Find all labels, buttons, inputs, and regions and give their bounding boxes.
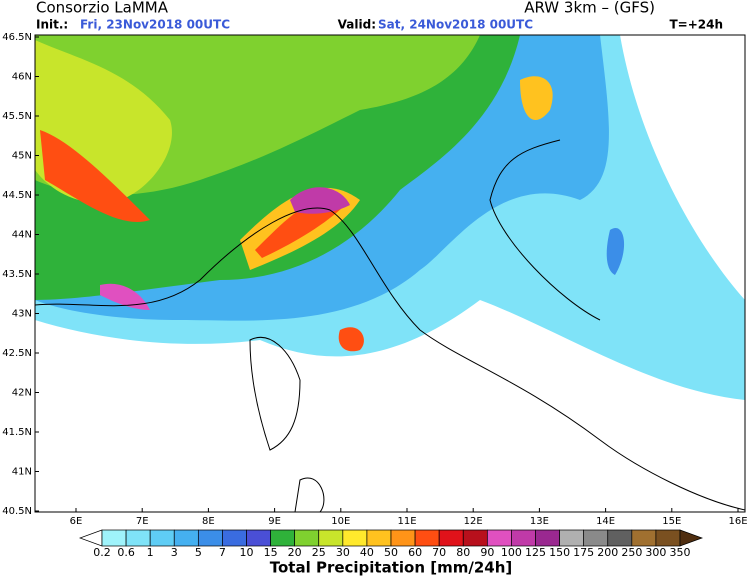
lat-label: 46N — [12, 72, 32, 83]
colorbar-label: 7 — [219, 546, 226, 559]
colorbar-label: 250 — [621, 546, 642, 559]
colorbar-label: 40 — [360, 546, 374, 559]
colorbar-label: 25 — [312, 546, 326, 559]
colorbar-box — [270, 529, 296, 547]
lat-label: 44N — [12, 230, 32, 241]
colorbar-label: 125 — [525, 546, 546, 559]
colorbar-box — [390, 529, 416, 547]
valid-value: Sat, 24Nov2018 00UTC — [378, 18, 533, 32]
colorbar-box — [486, 529, 512, 547]
colorbar-box — [222, 529, 247, 547]
colorbar-box — [294, 529, 320, 547]
colorbar-label: 70 — [432, 546, 446, 559]
title-right: ARW 3km – (GFS) — [524, 0, 655, 17]
colorbar-label: 300 — [645, 546, 666, 559]
init-label: Init.: — [36, 18, 68, 32]
valid-label: Valid: — [338, 18, 376, 32]
coastline — [34, 139, 746, 511]
colorbar-label: 0.2 — [93, 546, 111, 559]
colorbar-label: 200 — [597, 546, 618, 559]
colorbar-box — [125, 529, 151, 547]
colorbar-end — [679, 529, 704, 547]
lat-label: 43.5N — [2, 269, 32, 280]
colorbar-box — [607, 529, 633, 547]
colorbar-end — [78, 529, 103, 547]
colorbar-label: 15 — [264, 546, 278, 559]
colorbar-label: 1 — [147, 546, 154, 559]
lat-label: 45N — [12, 151, 32, 162]
colorbar-box — [535, 529, 560, 547]
colorbar-label: 60 — [408, 546, 422, 559]
lat-label: 41.5N — [2, 427, 32, 438]
lon-label: 9E — [268, 516, 281, 527]
colorbar-label: 80 — [456, 546, 470, 559]
colorbar-label: 175 — [573, 546, 594, 559]
colorbar-box — [318, 529, 344, 547]
colorbar-box — [246, 529, 271, 547]
lat-label: 46.5N — [2, 32, 32, 43]
lat-label: 43N — [12, 309, 32, 320]
precip-field — [35, 35, 745, 512]
colorbar-label: 20 — [288, 546, 302, 559]
lon-label: 8E — [202, 516, 215, 527]
lon-label: 14E — [596, 516, 615, 527]
colorbar-box — [631, 529, 657, 547]
colorbar-box — [438, 529, 464, 547]
lon-label: 16E — [728, 516, 747, 527]
lon-label: 6E — [70, 516, 83, 527]
lon-label: 10E — [331, 516, 350, 527]
colorbar-box — [462, 529, 488, 547]
lat-label: 40.5N — [2, 506, 32, 517]
colorbar-label: 5 — [195, 546, 202, 559]
lon-label: 12E — [464, 516, 483, 527]
colorbar-box — [414, 529, 440, 547]
colorbar-box — [366, 529, 392, 547]
title-left: Consorzio LaMMA — [36, 0, 169, 17]
colorbar-label: 30 — [336, 546, 350, 559]
colorbar-box — [101, 529, 127, 547]
lat-label: 45.5N — [2, 111, 32, 122]
colorbar-box — [583, 529, 609, 547]
colorbar-label: 150 — [549, 546, 570, 559]
lat-label: 41N — [12, 467, 32, 478]
colorbar-box — [149, 529, 175, 547]
colorbar-label: 10 — [240, 546, 254, 559]
lat-label: 44.5N — [2, 190, 32, 201]
lat-label: 42N — [12, 388, 32, 399]
colorbar-label: 90 — [480, 546, 494, 559]
colorbar-label: 3 — [171, 546, 178, 559]
colorbar-box — [655, 529, 681, 547]
colorbar-label: 100 — [501, 546, 522, 559]
colorbar-label: 0.6 — [117, 546, 135, 559]
colorbar-label: 50 — [384, 546, 398, 559]
lead-time: T=+24h — [669, 18, 723, 32]
lon-label: 7E — [136, 516, 149, 527]
lon-label: 13E — [530, 516, 549, 527]
colorbar-box — [173, 529, 199, 547]
colorbar-box — [342, 529, 368, 547]
lon-label: 11E — [397, 516, 416, 527]
lon-label: 15E — [662, 516, 681, 527]
colorbar-box — [197, 529, 223, 547]
colorbar-box — [559, 529, 585, 547]
init-value: Fri, 23Nov2018 00UTC — [80, 18, 230, 32]
colorbar-title: Total Precipitation [mm/24h] — [270, 559, 513, 577]
lat-label: 42.5N — [2, 348, 32, 359]
colorbar-box — [511, 529, 536, 547]
colorbar-label: 350 — [670, 546, 691, 559]
